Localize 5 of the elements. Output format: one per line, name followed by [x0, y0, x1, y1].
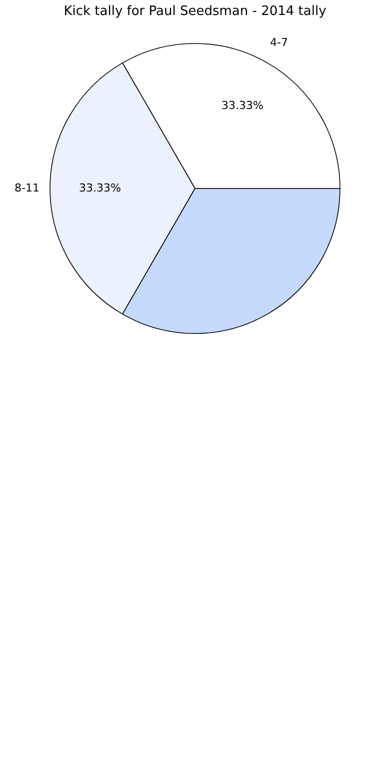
- slice-label: 4-7: [270, 36, 288, 50]
- slice-label: 8-11: [14, 182, 40, 194]
- data-label: 33.33%: [79, 182, 121, 194]
- data-label: 33.33%: [222, 99, 264, 112]
- chart-title: Kick tally for Paul Seedsman - 2014 tally: [64, 4, 327, 19]
